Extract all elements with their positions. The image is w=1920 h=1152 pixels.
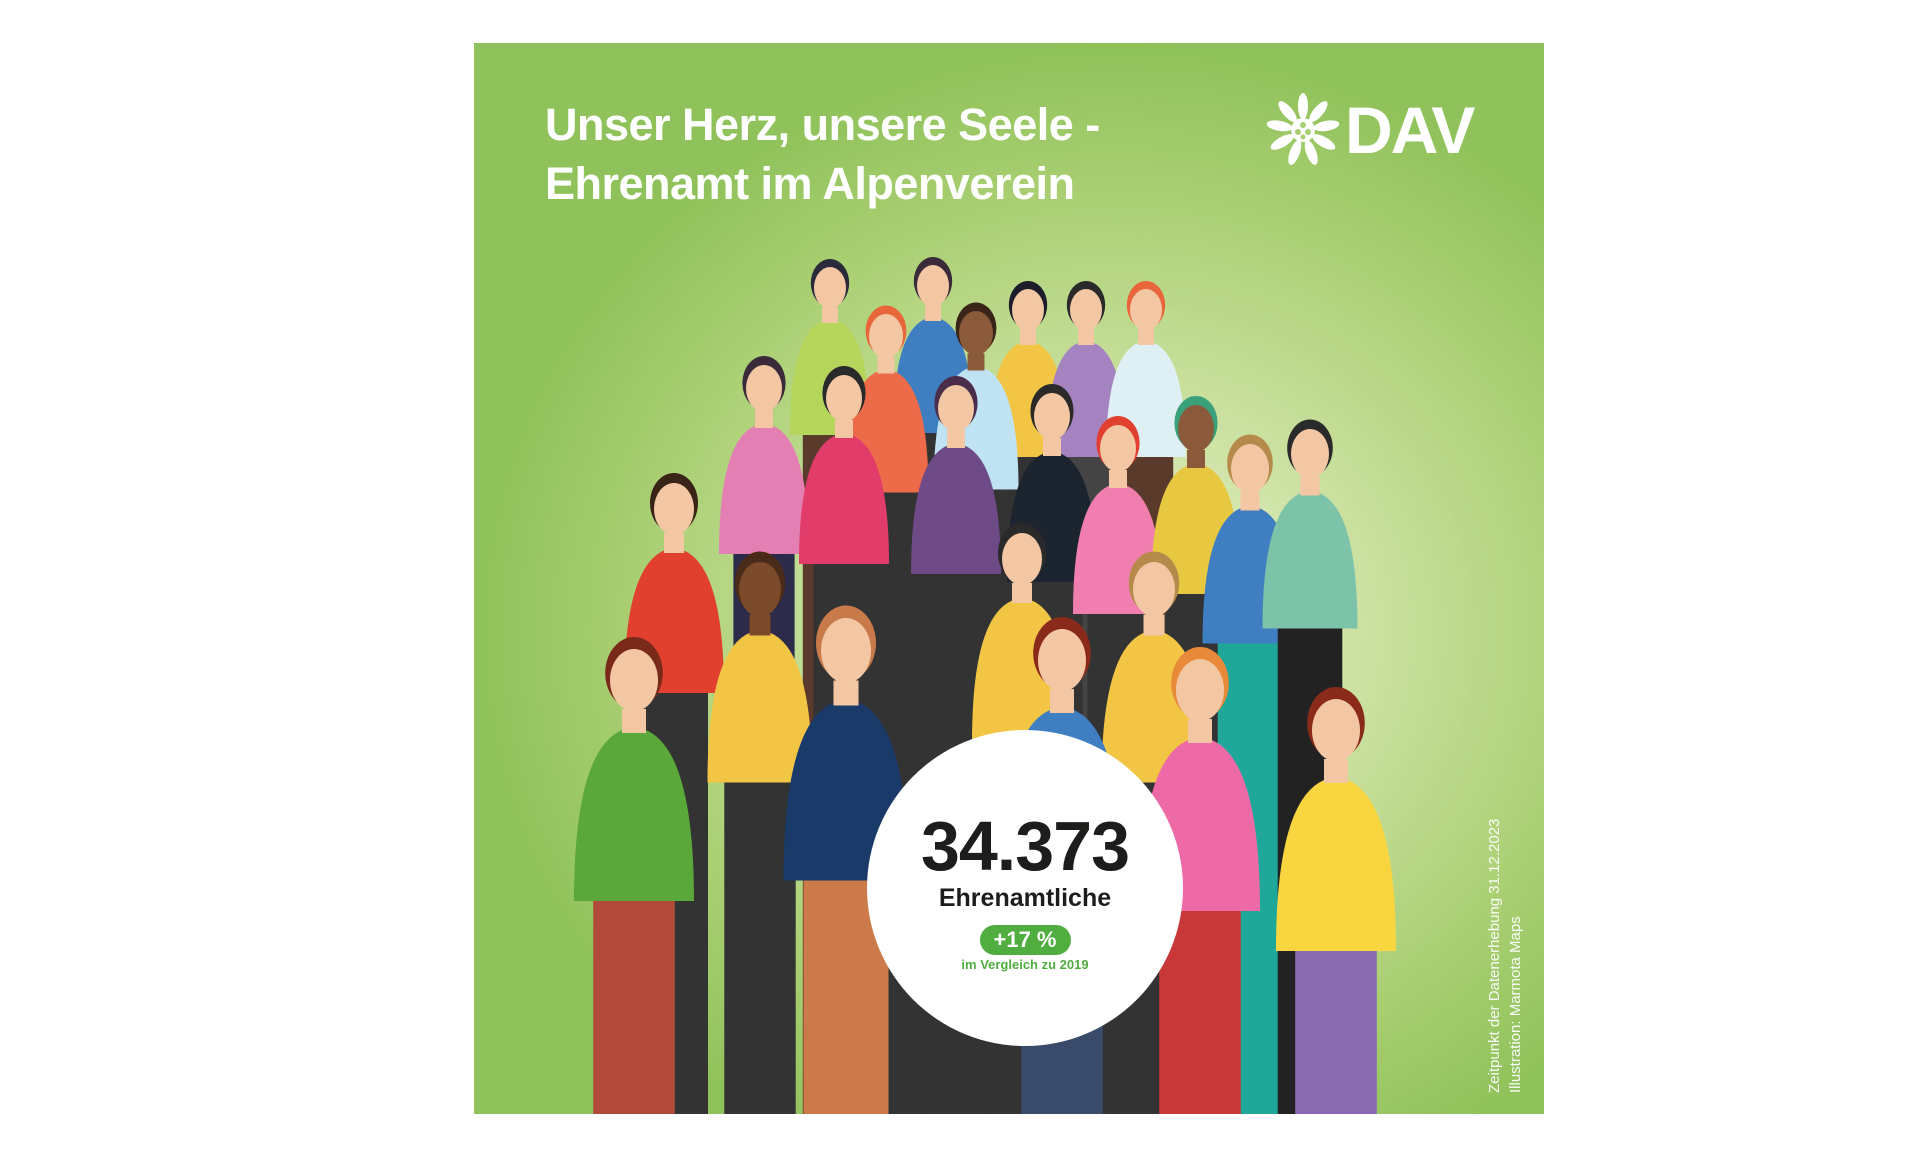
- title-line-1: Unser Herz, unsere Seele -: [545, 99, 1100, 150]
- title-line-2: Ehrenamt im Alpenverein: [545, 158, 1075, 209]
- count-label: Ehrenamtliche: [938, 884, 1112, 912]
- compare-text: im Vergleich zu 2019: [961, 957, 1089, 972]
- footnote-date: Zeitpunkt der Datenerhebung 31.12.2023: [1486, 818, 1503, 1093]
- person-figure: [574, 637, 694, 1114]
- edelweiss-icon: [1267, 93, 1339, 165]
- stat-circle: 34.373 Ehrenamtliche +17 % im Vergleich …: [867, 730, 1183, 1046]
- volunteer-count: 34.373: [920, 807, 1130, 885]
- logo-text: DAV: [1345, 93, 1475, 167]
- footnote: Zeitpunkt der Datenerhebung 31.12.2023 I…: [1484, 819, 1526, 1093]
- infographic-poster: Unser Herz, unsere Seele - Ehrenamt im A…: [474, 43, 1544, 1114]
- footnote-credit: Illustration: Marmota Maps: [1507, 916, 1524, 1093]
- change-badge: +17 %: [979, 925, 1071, 955]
- person-figure: [707, 551, 813, 1114]
- person-figure: [1276, 687, 1396, 1114]
- poster-title: Unser Herz, unsere Seele - Ehrenamt im A…: [545, 95, 1100, 213]
- dav-logo: DAV: [1267, 92, 1487, 168]
